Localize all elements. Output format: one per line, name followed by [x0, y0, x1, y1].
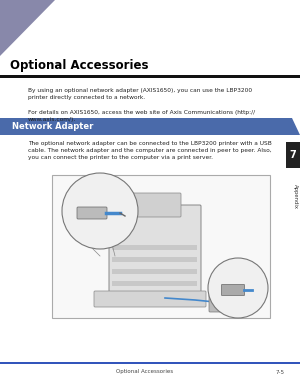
Circle shape [62, 173, 138, 249]
Text: 7: 7 [290, 150, 296, 160]
Bar [0, 118, 272, 135]
Text: Optional Accessories: Optional Accessories [116, 369, 174, 374]
Bar [112, 257, 197, 262]
Bar [0, 74, 300, 78]
Circle shape [208, 258, 268, 318]
Text: The optional network adapter can be connected to the LBP3200 printer with a USB
: The optional network adapter can be conn… [28, 141, 272, 160]
Polygon shape [272, 118, 300, 135]
Text: By using an optional network adapter (AXIS1650), you can use the LBP3200
printer: By using an optional network adapter (AX… [28, 88, 252, 100]
Text: For details on AXIS1650, access the web site of Axis Communications (http://
www: For details on AXIS1650, access the web … [28, 110, 255, 122]
FancyBboxPatch shape [109, 205, 201, 297]
Text: Appendix: Appendix [292, 183, 298, 208]
FancyBboxPatch shape [124, 193, 181, 217]
Text: Network Adapter: Network Adapter [12, 122, 93, 131]
Bar [286, 142, 300, 168]
Text: AXIS1650: AXIS1650 [222, 301, 240, 305]
FancyBboxPatch shape [94, 291, 206, 307]
FancyBboxPatch shape [209, 294, 253, 312]
Bar [112, 245, 197, 250]
Polygon shape [0, 0, 55, 56]
FancyBboxPatch shape [77, 207, 107, 219]
Text: Optional Accessories: Optional Accessories [10, 59, 148, 73]
FancyBboxPatch shape [221, 284, 244, 296]
Text: 7-5: 7-5 [275, 369, 284, 374]
Bar [0, 362, 300, 364]
Bar [112, 269, 197, 274]
Bar [52, 175, 270, 318]
Bar [112, 281, 197, 286]
